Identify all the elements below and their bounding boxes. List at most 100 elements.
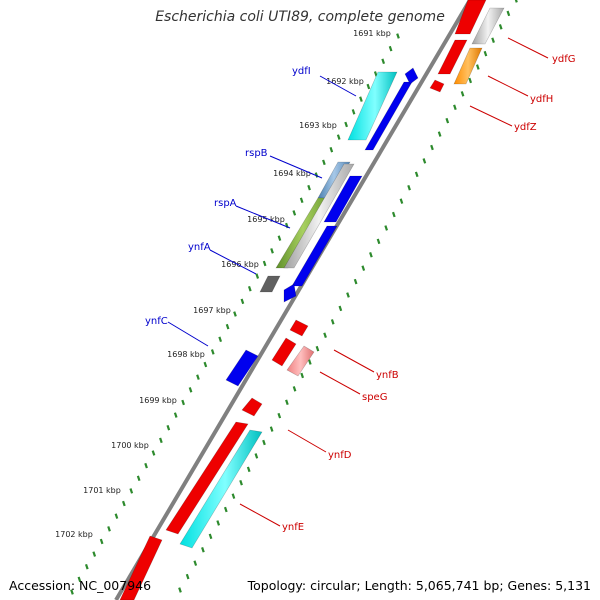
tick-mark: [233, 311, 237, 317]
genome-backbone: [114, 0, 472, 600]
ruler-label: 1699 kbp: [139, 396, 177, 405]
gene-grey-block: [471, 7, 505, 45]
gene-arrow: [119, 535, 163, 600]
tick-mark: [437, 131, 442, 137]
tick-mark: [254, 453, 259, 459]
ruler-label: 1695 kbp: [247, 215, 285, 224]
tick-mark: [460, 91, 465, 97]
forward-tick-track: [70, 33, 400, 595]
tick-mark: [307, 184, 311, 191]
tick-mark: [359, 96, 363, 102]
tick-mark: [366, 83, 371, 90]
gene-label-forward: ydfI: [292, 66, 311, 77]
leader-line: [507, 37, 549, 59]
ruler-label: 1697 kbp: [193, 306, 231, 315]
gene-label-reverse: ydfG: [552, 54, 576, 65]
tick-mark: [173, 412, 178, 418]
gene-grey-block: [283, 163, 355, 269]
leader-line: [469, 105, 513, 127]
tick-mark: [361, 265, 366, 271]
tick-mark: [99, 538, 104, 545]
tick-mark: [247, 285, 252, 292]
tick-mark: [246, 466, 251, 473]
tick-mark: [144, 462, 148, 469]
leader-line: [167, 321, 209, 347]
topology-label: Topology: circular; Length: 5,065,741 bp…: [247, 578, 591, 593]
tick-mark: [338, 305, 343, 312]
leader-line: [287, 429, 327, 453]
leader-line: [319, 371, 361, 395]
tick-mark: [277, 412, 282, 419]
ruler-label: 1696 kbp: [221, 260, 259, 269]
tick-mark: [336, 134, 341, 140]
tick-mark: [77, 576, 82, 583]
tick-mark: [225, 323, 230, 330]
tick-mark: [323, 332, 327, 338]
tick-mark: [381, 58, 386, 65]
tick-mark: [376, 238, 381, 245]
tick-mark: [262, 439, 266, 446]
tick-mark: [475, 64, 480, 70]
gene-label-reverse: ydfZ: [514, 122, 537, 133]
gene-arrow-head: [404, 67, 419, 85]
tick-mark: [231, 493, 236, 499]
tick-mark: [188, 387, 193, 393]
tick-mark: [185, 573, 190, 580]
tick-mark: [277, 235, 282, 241]
gene-arrow: [271, 337, 297, 367]
tick-mark: [498, 24, 503, 30]
tick-mark: [373, 71, 378, 77]
tick-mark: [151, 450, 156, 456]
tick-mark: [196, 374, 200, 380]
tick-mark: [239, 479, 243, 486]
ruler-label: 1700 kbp: [111, 441, 149, 450]
gene-ydfI-box: [347, 71, 398, 141]
tick-mark: [506, 10, 511, 17]
gene-arrow: [323, 175, 363, 223]
leader-line: [209, 249, 257, 275]
tick-mark: [107, 526, 111, 532]
gene-label-reverse: ynfD: [328, 450, 352, 461]
tick-mark: [307, 359, 312, 365]
tick-mark: [129, 488, 134, 494]
tick-mark: [483, 50, 488, 57]
ruler-label: 1691 kbp: [353, 29, 391, 38]
gene-arrow: [291, 225, 338, 287]
gene-label-forward: ynfA: [188, 242, 211, 253]
reverse-tick-track: [178, 0, 518, 593]
gene-ydfH-box: [453, 47, 483, 85]
tick-mark: [201, 547, 205, 553]
tick-mark: [369, 252, 373, 258]
tick-mark: [216, 520, 221, 526]
tick-mark: [399, 198, 404, 204]
tick-mark: [422, 158, 427, 164]
tick-mark: [159, 437, 163, 444]
ruler-label: 1701 kbp: [83, 486, 121, 495]
tick-mark: [203, 361, 208, 368]
tick-mark: [255, 273, 260, 279]
tick-mark: [384, 225, 389, 231]
leader-line: [487, 75, 529, 97]
tick-mark: [322, 159, 326, 166]
ruler-label: 1692 kbp: [326, 77, 364, 86]
gene-ynfC-box: [225, 349, 259, 387]
tick-mark: [445, 117, 450, 124]
tick-mark: [299, 197, 304, 204]
ruler-label: 1693 kbp: [299, 121, 337, 130]
tick-mark: [315, 345, 320, 352]
tick-mark: [430, 144, 434, 151]
tick-mark: [70, 589, 74, 595]
gene-label-forward: ynfC: [145, 316, 168, 327]
ruler-label: 1702 kbp: [55, 530, 93, 539]
tick-mark: [240, 298, 245, 305]
tick-mark: [210, 349, 215, 355]
tick-mark: [270, 248, 274, 254]
tick-mark: [344, 121, 348, 128]
tick-mark: [114, 513, 119, 519]
ruler-label: 1694 kbp: [273, 169, 311, 178]
tick-mark: [292, 386, 297, 392]
gene-speG-box: [286, 345, 315, 377]
tick-mark: [514, 0, 518, 3]
